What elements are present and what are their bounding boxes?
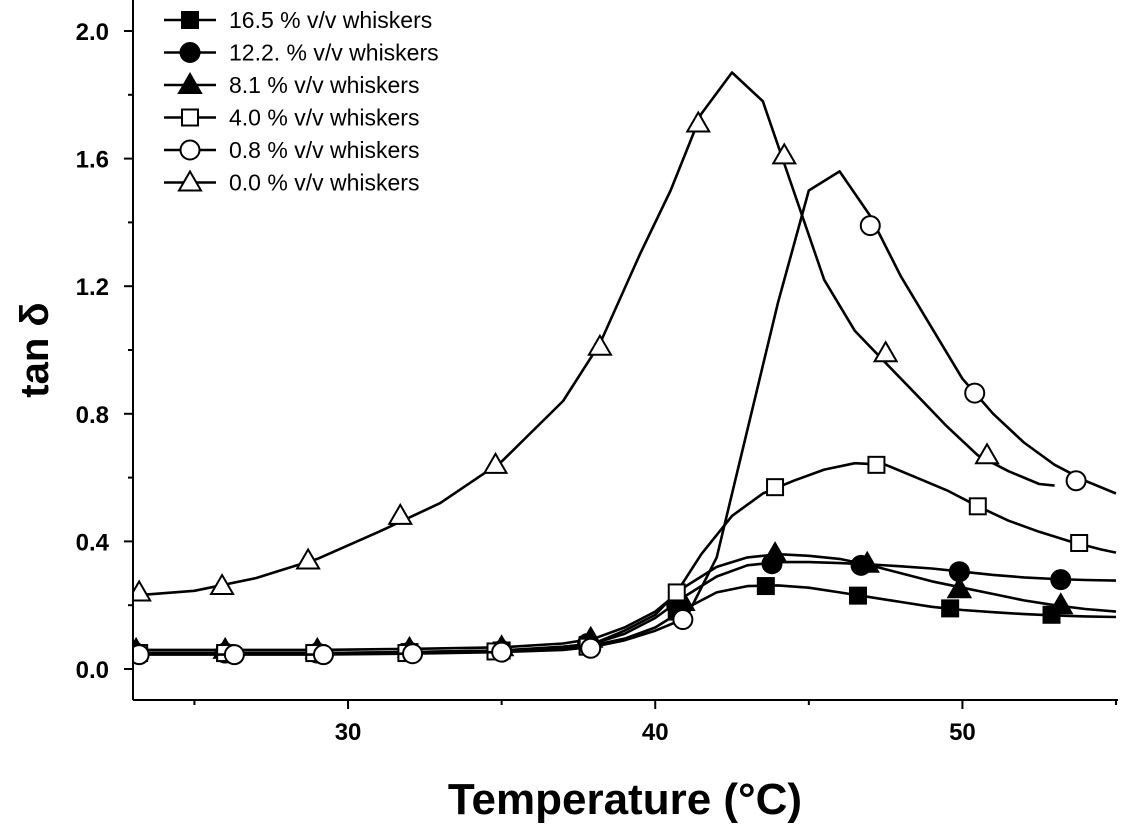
data-point [1065, 470, 1087, 492]
legend-marker [179, 42, 201, 63]
data-point [872, 340, 899, 363]
data-point [402, 643, 424, 665]
legend-item-12-2-v-v-whiskers: 12.2. % v/v whiskers [164, 40, 439, 66]
data-point [672, 609, 694, 631]
data-point [848, 586, 867, 605]
data-point [756, 577, 775, 596]
legend-label: 4.0 % v/v whiskers [229, 105, 419, 131]
legend-label: 0.8 % v/v whiskers [229, 137, 419, 163]
legend: 16.5 % v/v whiskers 12.2. % v/v whiskers 8… [164, 7, 439, 196]
series-0-8-v-v-whiskers [133, 170, 1117, 666]
data-point [964, 382, 986, 404]
legend-label: 12.2. % v/v whiskers [229, 40, 439, 66]
x-tick-label: 30 [335, 719, 362, 746]
legend-label: 0.0 % v/v whiskers [229, 170, 419, 196]
legend-marker [181, 108, 199, 127]
legend-label: 8.1 % v/v whiskers [229, 72, 419, 98]
data-point [974, 442, 1000, 465]
data-point [1070, 533, 1089, 552]
data-point [295, 547, 321, 570]
y-tick-label: 0.8 [76, 402, 109, 429]
data-point [867, 455, 886, 474]
series-0-0-v-v-whiskers [133, 71, 1055, 602]
series-4-0-v-v-whiskers [133, 455, 1117, 663]
data-point [941, 599, 960, 618]
x-tick-label: 50 [949, 719, 976, 746]
series-layer [133, 71, 1117, 666]
legend-item-16-5-v-v-whiskers: 16.5 % v/v whiskers [164, 7, 432, 33]
legend-label: 16.5 % v/v whiskers [229, 7, 432, 33]
y-tick-label: 1.2 [76, 274, 109, 301]
y-axis-title: tan δ [13, 302, 57, 397]
x-tick-label: 40 [642, 719, 669, 746]
legend-item-0-0-v-v-whiskers: 0.0 % v/v whiskers [164, 170, 419, 196]
data-point [771, 142, 797, 165]
y-tick-label: 2.0 [76, 19, 109, 46]
data-point [223, 644, 245, 666]
axes-layer: 0.0 0.4 0.8 1.2 1.6 2.0 30 40 50 [76, 0, 1118, 746]
data-point [387, 502, 413, 525]
series-line [133, 461, 1117, 655]
data-point [133, 579, 152, 602]
data-point [667, 583, 686, 602]
y-tick-label: 0.4 [76, 529, 110, 556]
data-point [587, 333, 613, 356]
legend-item-8-1-v-v-whiskers: 8.1 % v/v whiskers [164, 72, 419, 98]
data-point [685, 110, 711, 133]
data-point [209, 573, 235, 596]
data-point [859, 215, 881, 237]
legend-marker [177, 169, 203, 192]
legend-item-0-8-v-v-whiskers: 0.8 % v/v whiskers [164, 137, 419, 163]
data-point [1050, 569, 1072, 591]
series-line [133, 170, 1117, 656]
data-point [312, 644, 334, 666]
legend-marker [179, 139, 201, 161]
y-tick-label: 0.0 [76, 657, 109, 684]
data-point [946, 576, 973, 599]
series-12-2-v-v-whiskers [133, 553, 1117, 664]
data-point [491, 641, 513, 663]
y-tick-label: 1.6 [76, 147, 109, 174]
x-axis-title: Temperature (°C) [448, 775, 802, 824]
data-point [133, 644, 150, 666]
legend-marker [181, 11, 199, 29]
data-point [1048, 592, 1074, 615]
series-line [133, 552, 1117, 652]
data-point [766, 478, 785, 497]
series-line [133, 71, 1055, 597]
legend-item-4-0-v-v-whiskers: 4.0 % v/v whiskers [164, 105, 419, 131]
data-point [482, 451, 509, 474]
data-point [762, 541, 788, 564]
data-point [968, 497, 987, 516]
data-point [580, 637, 602, 659]
data-point [854, 550, 880, 573]
legend-marker [177, 72, 203, 94]
